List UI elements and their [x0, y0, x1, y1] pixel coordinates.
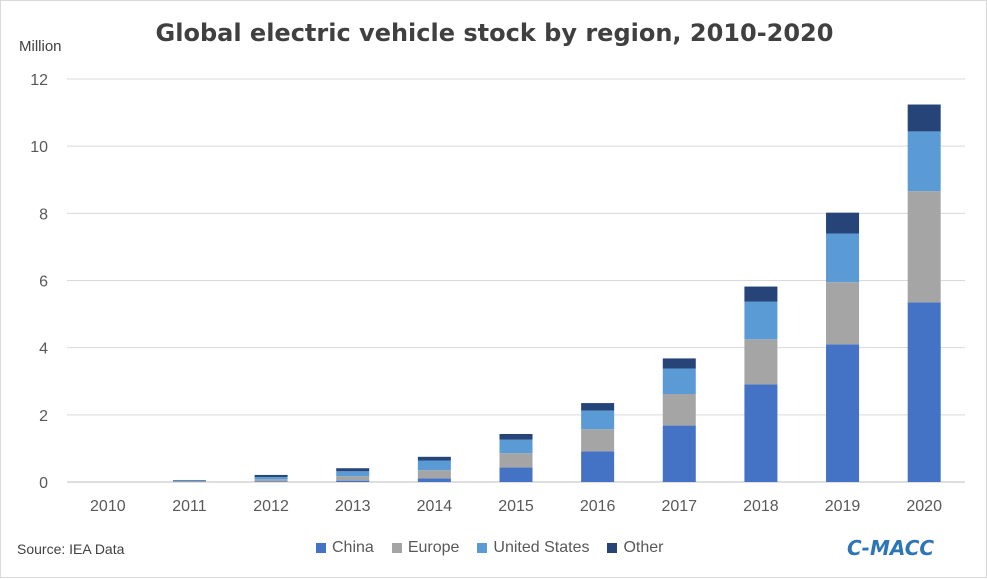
- bar-segment-europe: [255, 479, 288, 481]
- legend-swatch: [607, 543, 617, 553]
- bar-segment-united-states: [744, 302, 777, 340]
- bar-layer: [173, 105, 941, 482]
- bar-segment-other: [418, 457, 451, 461]
- bar-segment-united-states: [908, 131, 941, 191]
- bar-segment-china: [581, 451, 614, 482]
- bar-segment-united-states: [336, 471, 369, 476]
- legend-label: Other: [623, 539, 663, 557]
- bar-segment-china: [255, 481, 288, 482]
- legend: China Europe United States Other: [316, 539, 681, 557]
- legend-label: China: [332, 539, 374, 557]
- y-tick-label: 0: [39, 475, 48, 492]
- y-tick-label: 2: [39, 408, 48, 425]
- legend-item: United States: [477, 539, 589, 557]
- legend-item: Europe: [392, 539, 460, 557]
- y-tick-label: 4: [39, 341, 48, 358]
- x-tick-label: 2015: [498, 498, 534, 515]
- bar-segment-europe: [581, 429, 614, 451]
- x-tick-label: 2016: [580, 498, 616, 515]
- bar-segment-united-states: [255, 477, 288, 479]
- bar-segment-united-states: [500, 440, 533, 453]
- bar-segment-other: [500, 434, 533, 440]
- bar-segment-other: [908, 105, 941, 132]
- legend-swatch: [477, 543, 487, 553]
- bar-segment-europe: [663, 394, 696, 426]
- x-tick-label: 2019: [825, 498, 861, 515]
- bar-segment-other: [581, 403, 614, 410]
- legend-label: Europe: [408, 539, 460, 557]
- y-tick-label: 8: [39, 206, 48, 223]
- bar-segment-other: [826, 213, 859, 234]
- x-tick-label: 2020: [906, 498, 942, 515]
- x-tick-label: 2010: [90, 498, 126, 515]
- x-tick-label: 2014: [417, 498, 453, 515]
- bar-segment-china: [663, 426, 696, 482]
- bar-segment-other: [744, 287, 777, 302]
- bar-segment-europe: [173, 481, 206, 482]
- y-tick-label: 12: [30, 72, 48, 89]
- x-tick-label: 2011: [172, 498, 207, 515]
- bar-segment-china: [500, 468, 533, 482]
- bar-segment-europe: [418, 470, 451, 478]
- bar-segment-united-states: [826, 233, 859, 282]
- bar-segment-europe: [908, 191, 941, 302]
- bar-segment-other: [336, 468, 369, 471]
- x-tick-label: 2017: [661, 498, 697, 515]
- y-tick-label: 6: [39, 274, 48, 291]
- y-tick-label: 10: [30, 139, 48, 156]
- source-note: Source: IEA Data: [17, 541, 124, 557]
- x-tick-label: 2012: [253, 498, 289, 515]
- bar-segment-china: [826, 344, 859, 482]
- label-layer: 0 2 4 6 8 10 12 2010 2011 2012 2013 2014 2015 2016 201…: [30, 72, 942, 515]
- bar-segment-china: [418, 478, 451, 482]
- legend-item: Other: [607, 539, 663, 557]
- bar-segment-united-states: [581, 410, 614, 429]
- bar-segment-europe: [744, 339, 777, 384]
- bar-segment-china: [336, 481, 369, 482]
- legend-swatch: [316, 543, 326, 553]
- bar-segment-china: [744, 384, 777, 482]
- bar-segment-europe: [336, 476, 369, 480]
- x-tick-label: 2013: [335, 498, 371, 515]
- x-tick-label: 2018: [743, 498, 779, 515]
- bar-segment-other: [255, 475, 288, 477]
- bar-segment-united-states: [663, 368, 696, 394]
- legend-swatch: [392, 543, 402, 553]
- brand-logo: C-MACC: [847, 536, 934, 560]
- legend-item: China: [316, 539, 374, 557]
- bar-segment-china: [908, 302, 941, 482]
- legend-label: United States: [493, 539, 589, 557]
- bar-segment-united-states: [173, 480, 206, 481]
- bar-segment-europe: [500, 453, 533, 467]
- bar-segment-europe: [826, 282, 859, 344]
- bar-segment-other: [663, 358, 696, 368]
- bar-segment-united-states: [418, 461, 451, 471]
